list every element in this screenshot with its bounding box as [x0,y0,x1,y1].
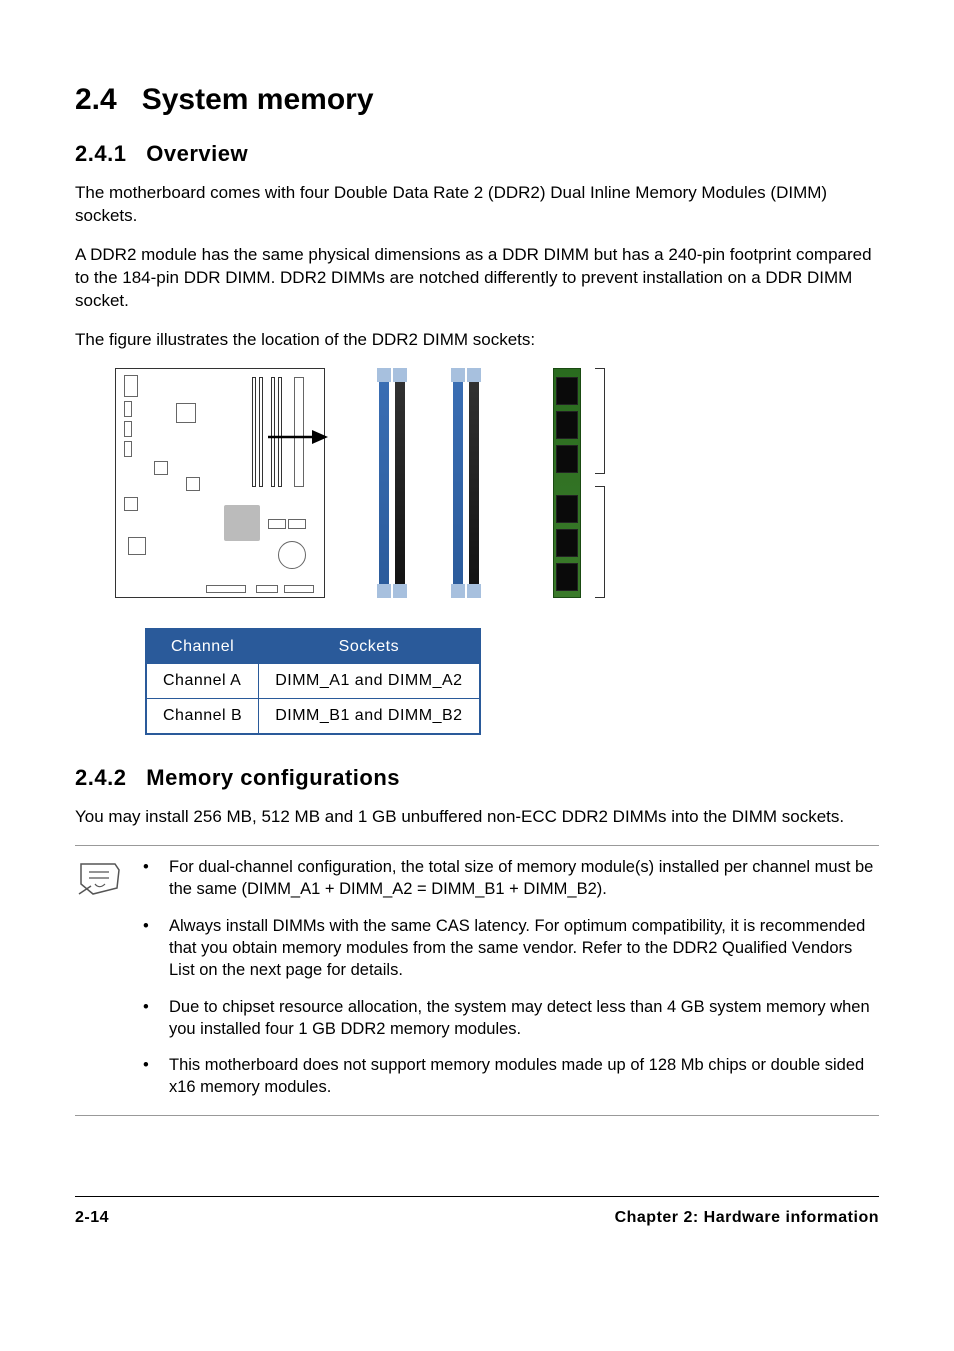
dimm-slot-b2 [469,368,479,598]
dimm-slot-a1 [379,368,389,598]
list-item: •Always install DIMMs with the same CAS … [143,915,879,982]
subsection-title: Memory configurations [146,765,400,790]
list-item: • This motherboard does not support memor… [143,1054,879,1099]
note-text: For dual-channel configuration, the tota… [169,856,879,901]
section-title: System memory [142,83,374,116]
motherboard-diagram [115,368,325,598]
chapter-label: Chapter 2: Hardware information [615,1207,879,1229]
table-row: Channel A DIMM_A1 and DIMM_A2 [146,664,480,699]
page-number: 2-14 [75,1207,109,1229]
list-item: • Due to chipset resource allocation, the… [143,996,879,1041]
note-text: Due to chipset resource allocation, the … [169,996,879,1041]
table-cell: DIMM_B1 and DIMM_B2 [259,699,480,734]
dimm-slot-pair-black [453,368,479,598]
dimm-slot-b1 [453,368,463,598]
note-text: Always install DIMMs with the same CAS l… [169,915,879,982]
table-cell: Channel B [146,699,259,734]
table-header-sockets: Sockets [259,629,480,664]
page-footer: 2-14 Chapter 2: Hardware information [75,1196,879,1229]
bullet-icon: • [143,915,153,982]
note-list: • For dual-channel configuration, the tot… [143,856,879,1102]
table-cell: DIMM_A1 and DIMM_A2 [259,664,480,699]
overview-paragraph-1: The motherboard comes with four Double D… [75,182,879,228]
overview-paragraph-3: The figure illustrates the location of t… [75,329,879,352]
note-icon [75,856,123,1102]
subsection-number: 2.4.2 [75,765,126,790]
section-number: 2.4 [75,83,117,116]
subsection-title: Overview [146,141,248,166]
bullet-icon: • [143,996,153,1041]
subsection-heading: 2.4.1 Overview [75,139,879,169]
channel-socket-table: Channel Sockets Channel A DIMM_A1 and DI… [145,628,481,735]
bullet-icon: • [143,1054,153,1099]
dimm-notch-bracket [593,368,605,598]
list-item: • For dual-channel configuration, the tot… [143,856,879,901]
table-header-channel: Channel [146,629,259,664]
bullet-icon: • [143,856,153,901]
note-block: • For dual-channel configuration, the tot… [75,845,879,1115]
table-row: Channel B DIMM_B1 and DIMM_B2 [146,699,480,734]
overview-paragraph-2: A DDR2 module has the same physical dime… [75,244,879,313]
arrow-icon [268,427,328,447]
dimm-slot-a2 [395,368,405,598]
dimm-slot-pair-blue [379,368,405,598]
table-cell: Channel A [146,664,259,699]
dimm-location-figure [115,368,879,598]
section-heading: 2.4 System memory [75,80,879,121]
ddr2-module-icon [553,368,581,598]
subsection-heading: 2.4.2 Memory configurations [75,763,879,793]
memory-config-paragraph: You may install 256 MB, 512 MB and 1 GB … [75,806,879,829]
note-text: This motherboard does not support memory… [169,1054,879,1099]
subsection-number: 2.4.1 [75,141,126,166]
